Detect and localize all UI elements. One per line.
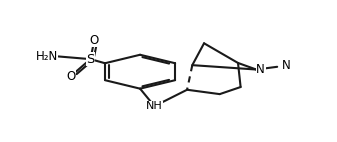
Text: N: N xyxy=(282,59,290,72)
Text: O: O xyxy=(90,34,99,46)
Text: S: S xyxy=(86,53,95,66)
Text: N: N xyxy=(256,63,265,76)
Text: O: O xyxy=(66,70,75,83)
Text: NH: NH xyxy=(146,101,163,111)
Text: H₂N: H₂N xyxy=(35,50,58,63)
